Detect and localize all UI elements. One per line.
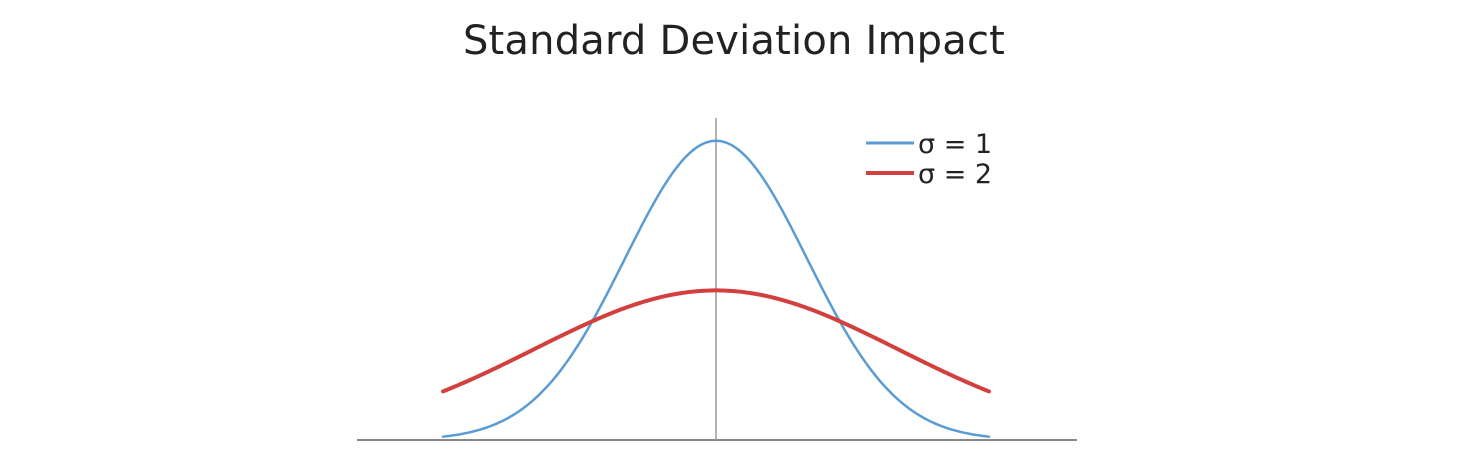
legend-label-2: σ = 2 bbox=[918, 159, 992, 190]
chart-series bbox=[441, 139, 991, 438]
chart-legend: σ = 1σ = 2 bbox=[866, 129, 992, 190]
chart-axes bbox=[357, 118, 1077, 441]
legend-label-1: σ = 1 bbox=[918, 129, 992, 160]
series-line-2 bbox=[441, 288, 991, 394]
series-line-1 bbox=[441, 139, 991, 438]
chart-title: Standard Deviation Impact bbox=[462, 18, 1006, 64]
